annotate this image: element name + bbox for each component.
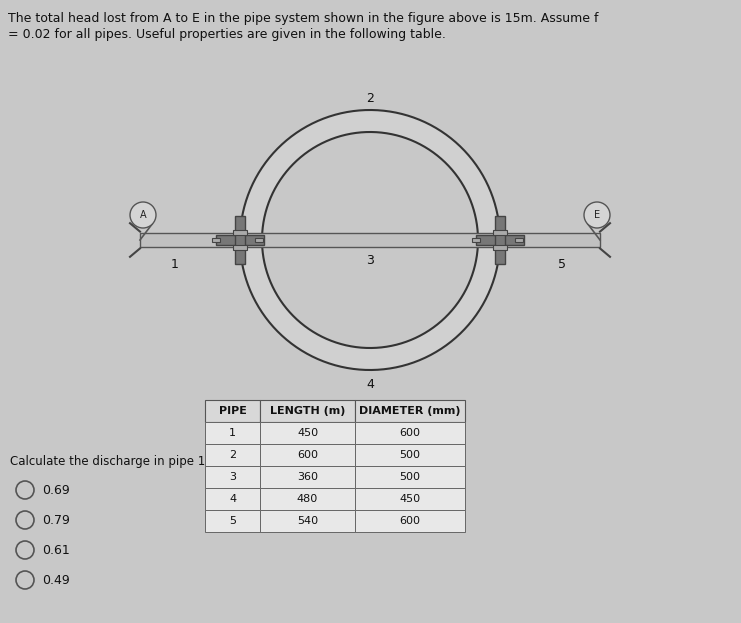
Bar [500,233,600,247]
Bar [205,444,260,466]
Text: 1: 1 [171,259,179,272]
Text: = 0.02 for all pipes. Useful properties are given in the following table.: = 0.02 for all pipes. Useful properties … [8,28,446,41]
Bar [205,466,260,488]
Text: 0.79: 0.79 [42,513,70,526]
Bar [476,235,524,245]
Bar [255,238,262,242]
Bar [472,238,480,242]
Text: 5: 5 [558,259,566,272]
Bar [494,245,507,250]
Bar [260,444,355,466]
Bar [235,216,245,264]
Circle shape [130,202,156,228]
Text: DIAMETER (mm): DIAMETER (mm) [359,406,461,416]
Bar [355,488,465,510]
Text: 3: 3 [229,472,236,482]
Circle shape [584,202,610,228]
Text: 0.69: 0.69 [42,483,70,497]
Bar [205,422,260,444]
Text: A: A [140,210,146,220]
Text: 2: 2 [229,450,236,460]
Bar [355,510,465,532]
Text: 5: 5 [229,516,236,526]
Text: 500: 500 [399,450,420,460]
Bar [355,422,465,444]
Text: Calculate the discharge in pipe 1, in m³/s.: Calculate the discharge in pipe 1, in m³… [10,455,258,468]
Text: E: E [594,210,600,220]
Bar [515,238,522,242]
Bar [212,238,220,242]
Bar [260,510,355,532]
Text: The total head lost from A to E in the pipe system shown in the figure above is : The total head lost from A to E in the p… [8,12,599,25]
Text: 4: 4 [366,379,374,391]
Text: 360: 360 [297,472,318,482]
Bar [240,233,500,247]
Text: 4: 4 [229,494,236,504]
Polygon shape [262,132,478,348]
Bar [355,400,465,422]
Text: 3: 3 [366,254,374,267]
Circle shape [16,511,34,529]
Text: 600: 600 [399,428,420,438]
Bar [233,245,247,250]
Bar [216,235,264,245]
Bar [140,233,240,247]
Bar [355,444,465,466]
Bar [205,510,260,532]
Circle shape [16,571,34,589]
Bar [495,216,505,264]
Circle shape [16,481,34,499]
Polygon shape [240,110,500,370]
Circle shape [16,541,34,559]
Bar [260,466,355,488]
Text: 600: 600 [297,450,318,460]
Bar [494,231,507,235]
Text: 450: 450 [399,494,421,504]
Bar [205,400,260,422]
Bar [260,488,355,510]
Text: 0.61: 0.61 [42,543,70,556]
Text: 450: 450 [297,428,318,438]
Bar [355,466,465,488]
Text: 480: 480 [297,494,318,504]
Bar [260,400,355,422]
Text: 600: 600 [399,516,420,526]
Text: 540: 540 [297,516,318,526]
Text: 2: 2 [366,92,374,105]
Bar [260,422,355,444]
Bar [233,231,247,235]
Text: 500: 500 [399,472,420,482]
Text: PIPE: PIPE [219,406,247,416]
Text: LENGTH (m): LENGTH (m) [270,406,345,416]
Text: 0.49: 0.49 [42,574,70,586]
Text: 1: 1 [229,428,236,438]
Bar [205,488,260,510]
